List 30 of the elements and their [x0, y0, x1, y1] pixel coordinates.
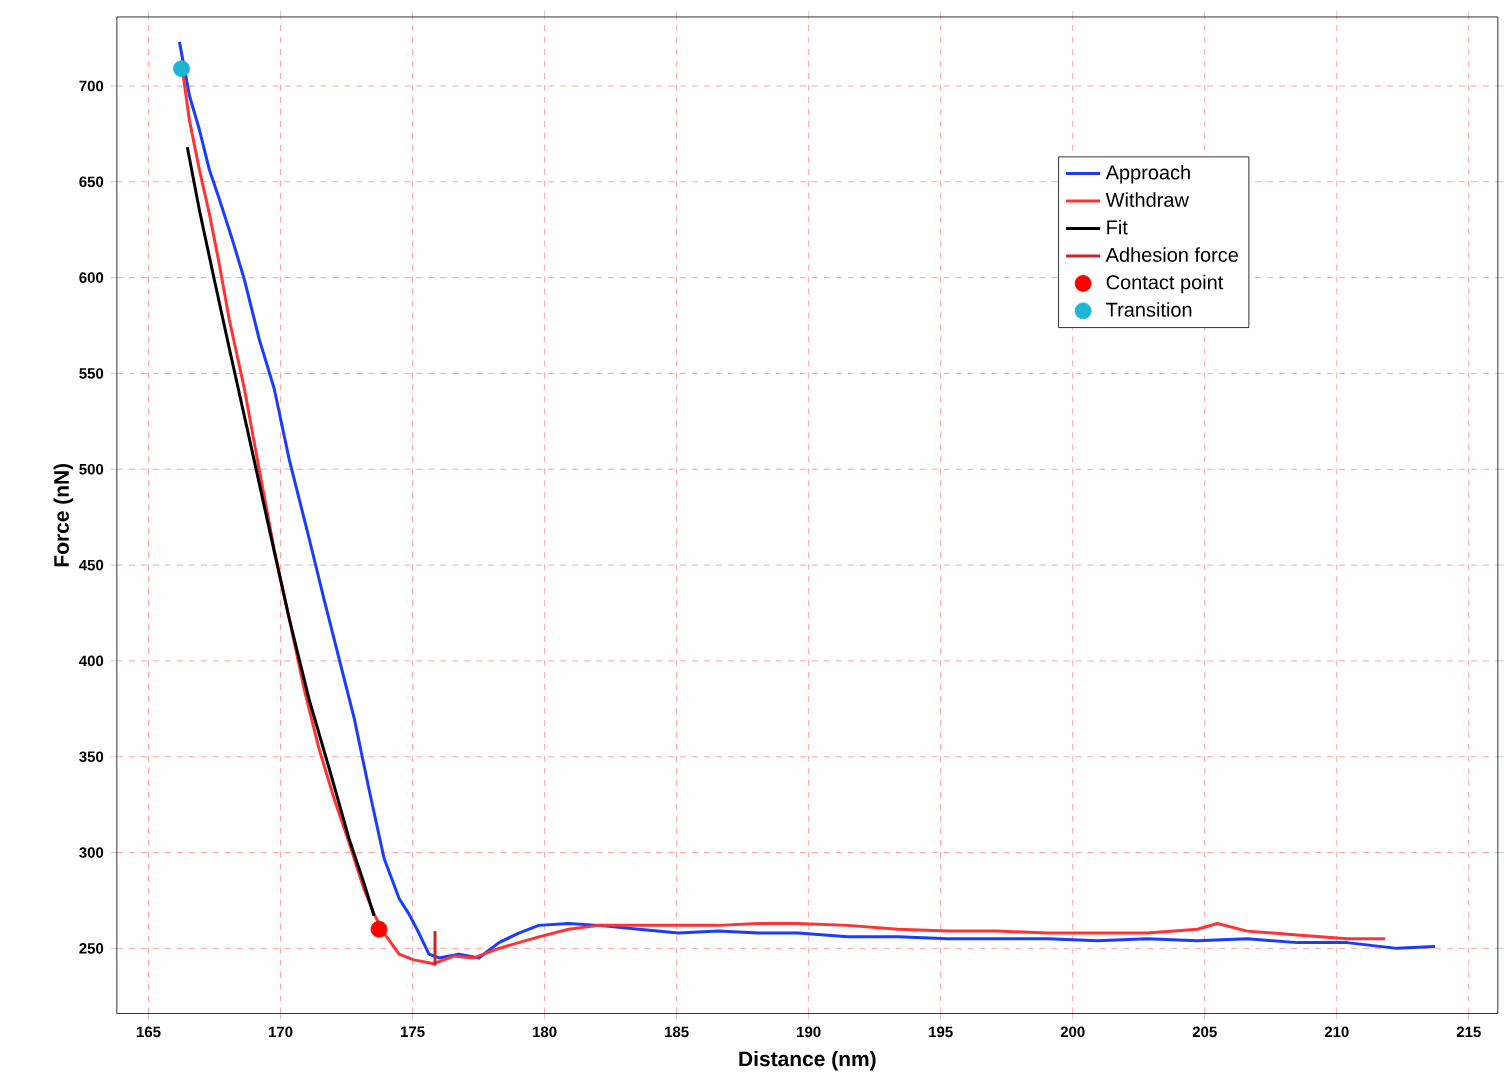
y-tick-label: 600 — [79, 272, 104, 283]
legend-label: Contact point — [1106, 274, 1224, 294]
x-tick-label: 185 — [665, 1026, 689, 1037]
y-tick-label: 500 — [79, 463, 104, 475]
legend-label: Adhesion force — [1105, 247, 1238, 262]
legend-label: Withdraw — [1105, 192, 1189, 207]
x-tick-label: 165 — [136, 1026, 161, 1037]
x-tick-label: 190 — [797, 1026, 821, 1037]
y-tick-label: 400 — [79, 655, 104, 667]
x-tick-label: 200 — [1060, 1026, 1085, 1037]
x-tick-label: 205 — [1192, 1026, 1217, 1037]
x-tick-label: 175 — [401, 1026, 425, 1037]
y-tick-label: 300 — [79, 847, 104, 858]
x-tick-label: 170 — [268, 1026, 293, 1037]
y-tick-label: 450 — [79, 559, 104, 571]
x-tick-label: 210 — [1324, 1026, 1349, 1037]
legend-label: Approach — [1105, 164, 1190, 184]
y-tick-label: 350 — [79, 751, 104, 762]
legend-label: Transition — [1106, 301, 1192, 317]
legend-label: Fit — [1107, 219, 1128, 235]
y-tick-label: 650 — [79, 176, 104, 187]
y-axis-title: Force (nN) — [53, 463, 74, 567]
x-tick-label: 195 — [929, 1026, 953, 1037]
x-axis-title: Distance (nm) — [739, 1050, 876, 1071]
x-tick-label: 215 — [1456, 1026, 1481, 1037]
line-series — [185, 145, 376, 918]
y-tick-label: 250 — [79, 942, 104, 954]
x-tick-label: 180 — [533, 1026, 557, 1037]
y-tick-label: 550 — [79, 367, 104, 379]
y-tick-label: 700 — [79, 80, 104, 92]
